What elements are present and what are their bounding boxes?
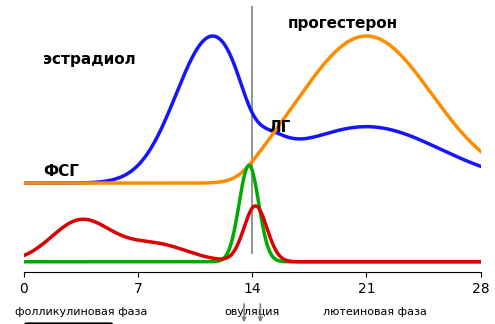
Text: ФСГ: ФСГ	[44, 164, 79, 179]
Text: прогестерон: прогестерон	[288, 17, 398, 31]
Text: лютеиновая фаза: лютеиновая фаза	[323, 307, 427, 317]
Text: эстрадиол: эстрадиол	[44, 52, 136, 67]
Text: ЛГ: ЛГ	[268, 121, 291, 135]
Text: фолликулиновая фаза: фолликулиновая фаза	[15, 307, 147, 317]
Text: овуляция: овуляция	[225, 307, 280, 317]
